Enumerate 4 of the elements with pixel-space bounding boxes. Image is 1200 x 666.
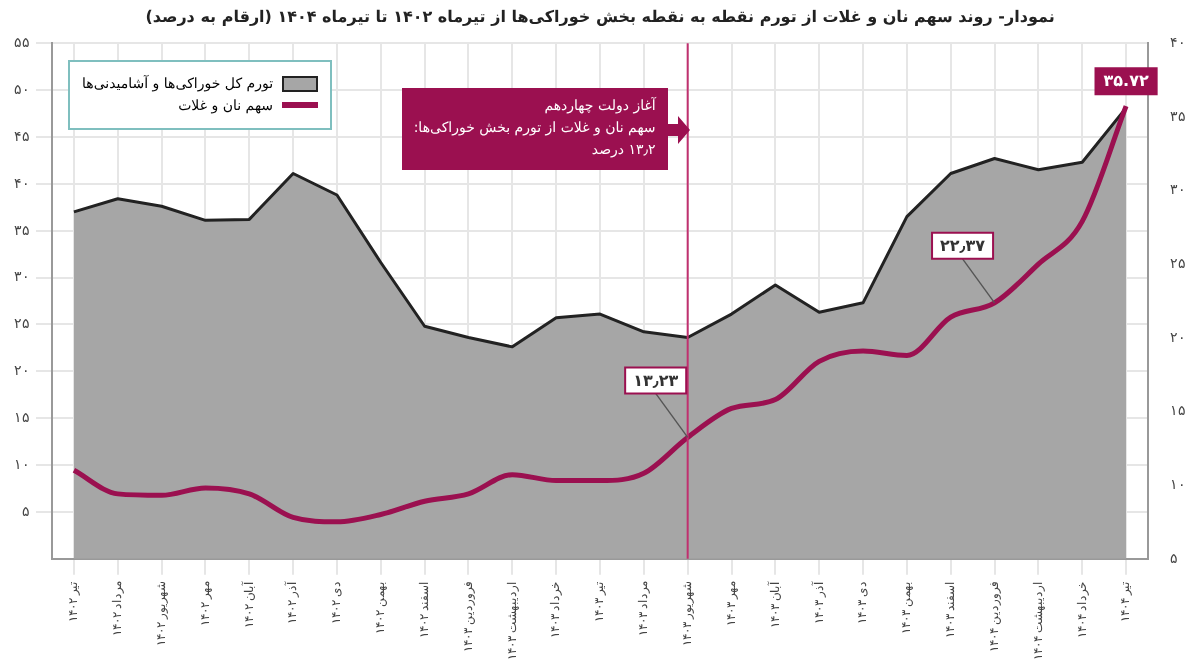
data-label: ۱۳٫۲۳ — [633, 371, 679, 390]
data-label: ۳۵.۷۲ — [1103, 72, 1149, 91]
chart-title: نمودار- روند سهم نان و غلات از تورم نقطه به نقطه بخش خوراکی‌ها از تیرماه ۱۴۰۲ تا تیرماه ۱۴۰۴ (ارقام به درصد) — [145, 7, 1055, 26]
data-label: ۲۲٫۳۷ — [940, 237, 986, 255]
